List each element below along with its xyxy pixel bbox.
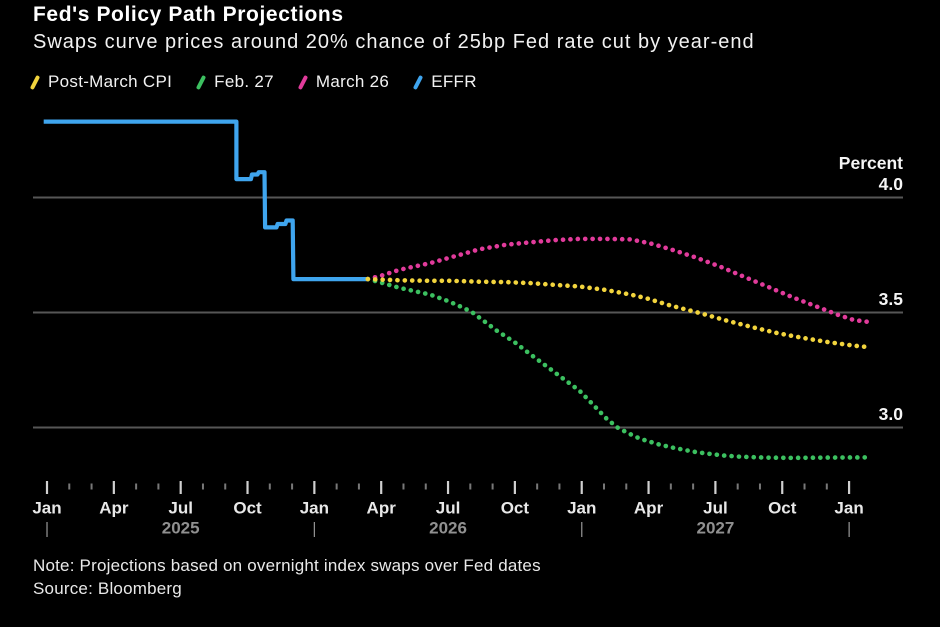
- legend-item-label: EFFR: [431, 72, 477, 91]
- x-tick-label: Jan: [32, 499, 61, 518]
- chart-footnotes: Note: Projections based on overnight ind…: [33, 554, 913, 600]
- gridlines: [33, 196, 903, 429]
- x-axis-ticks: [45, 481, 851, 494]
- x-tick-label: Jul: [168, 499, 193, 518]
- y-tick-label: 3.0: [879, 404, 904, 424]
- chart-legend: Post-March CPI Feb. 27 March 26 EFFR: [29, 71, 504, 93]
- series-line-feb-27: [365, 276, 870, 461]
- y-axis-unit-label: Percent: [839, 153, 903, 173]
- x-tick-label: Oct: [768, 499, 797, 518]
- chart-header: Fed's Policy Path Projections Swaps curv…: [33, 2, 913, 56]
- legend-item-feb-27: Feb. 27: [195, 72, 274, 92]
- y-tick-label: 3.5: [879, 289, 904, 309]
- jan-marker: |: [580, 521, 584, 538]
- x-tick-label: Oct: [501, 499, 530, 518]
- x-tick-label: Apr: [99, 499, 129, 518]
- series-line-effr: [43, 119, 369, 282]
- note-text: Note: Projections based on overnight ind…: [33, 556, 541, 575]
- x-tick-label: Jan: [300, 499, 329, 518]
- legend-item-label: Post-March CPI: [48, 72, 173, 91]
- x-tick-label: Jul: [436, 499, 461, 518]
- jan-marker: |: [45, 521, 49, 538]
- series-lines: [43, 119, 870, 461]
- series-line-march-26: [365, 236, 870, 324]
- x-tick-label: Apr: [367, 499, 397, 518]
- x-tick-label: Jan: [567, 499, 596, 518]
- x-tick-label: Jul: [703, 499, 728, 518]
- year-label: 2026: [429, 519, 467, 538]
- legend-item-label: March 26: [315, 72, 390, 91]
- source-text: Source: Bloomberg: [33, 579, 182, 598]
- chart-title: Fed's Policy Path Projections: [33, 3, 344, 26]
- legend-item-effr: EFFR: [413, 72, 477, 92]
- x-tick-label: Apr: [634, 499, 664, 518]
- x-tick-label: Jan: [834, 499, 863, 518]
- x-axis-year-labels: 2025 2026 2027 | | | |: [45, 519, 851, 538]
- legend-item-label: Feb. 27: [214, 72, 274, 91]
- x-axis-month-labels: Jan Apr Jul Oct Jan Apr Jul Oct Jan Apr Jul Oct Jan: [32, 499, 863, 518]
- jan-marker: |: [312, 521, 316, 538]
- x-tick-label: Oct: [233, 499, 262, 518]
- chart-subtitle: Swaps curve prices around 20% chance of …: [33, 31, 755, 53]
- legend-item-post-march-cpi: Post-March CPI: [29, 72, 173, 92]
- year-label: 2025: [162, 519, 200, 538]
- jan-marker: |: [847, 521, 851, 538]
- legend-item-march-26: March 26: [297, 72, 390, 92]
- y-tick-label: 4.0: [879, 174, 904, 194]
- year-label: 2027: [696, 519, 734, 538]
